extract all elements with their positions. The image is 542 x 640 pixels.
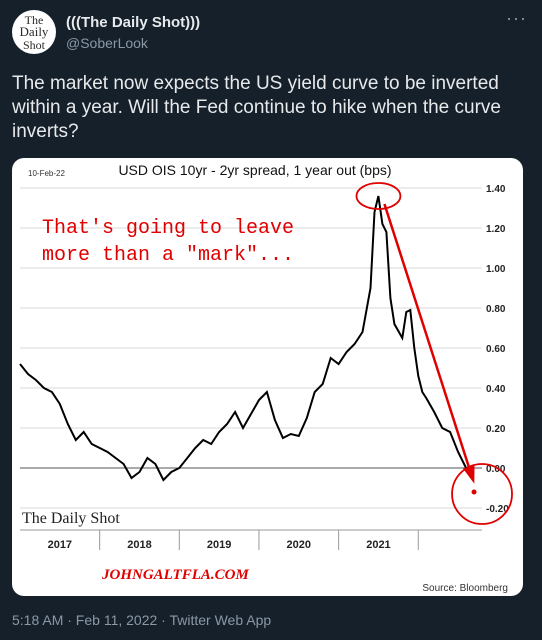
- tweet-text: The market now expects the US yield curv…: [12, 73, 501, 142]
- chart: 1.40 1.20 1.00 0.80 0.60 0.40 0.20 0.00 -0.20 20…: [19, 162, 513, 594]
- source-label: Source: Bloomberg: [422, 583, 508, 594]
- trend-arrow-head: [463, 464, 475, 484]
- avatar-text-line: Daily: [19, 24, 49, 39]
- annotation-line: That's going to leave: [42, 217, 294, 240]
- y-tick-label: 0.80: [486, 304, 506, 315]
- peak-circle: [355, 182, 402, 210]
- x-tick-label: 2019: [207, 539, 231, 551]
- brand-label: The Daily Shot: [22, 510, 120, 527]
- chart-date-label: 10-Feb-22: [28, 169, 65, 178]
- y-tick-label: 0.00: [486, 464, 506, 475]
- avatar-text-line: The: [24, 13, 44, 27]
- x-tick-label: 2018: [127, 539, 151, 551]
- user-handle[interactable]: @SoberLook: [66, 35, 148, 51]
- y-tick-label: -0.20: [486, 504, 509, 515]
- y-tick-label: 1.20: [486, 224, 506, 235]
- x-tick-label: 2020: [287, 539, 311, 551]
- series-line: [19, 195, 467, 482]
- y-tick-label: 1.40: [486, 184, 506, 195]
- avatar-text-line: Shot: [22, 38, 45, 52]
- projected-point: [471, 489, 477, 495]
- tweet-media-image[interactable]: 1.40 1.20 1.00 0.80 0.60 0.40 0.20 0.00 -0.20 20…: [12, 158, 523, 596]
- trend-arrow: [383, 203, 475, 481]
- display-name[interactable]: (((The Daily Shot))): [66, 14, 201, 31]
- x-tick-label: 2017: [48, 539, 72, 551]
- annotation-line: more than a "mark"...: [42, 244, 294, 267]
- y-axis: 1.40 1.20 1.00 0.80 0.60 0.40 0.20 0.00 -0.20: [486, 184, 509, 515]
- y-tick-label: 1.00: [486, 264, 506, 275]
- avatar[interactable]: The Daily Shot: [12, 10, 56, 54]
- y-tick-label: 0.40: [486, 384, 506, 395]
- watermark-text: JOHNGALTFLA.COM: [101, 567, 249, 583]
- tweet-timestamp[interactable]: 5:18 AM · Feb 11, 2022 · Twitter Web App: [12, 612, 272, 628]
- y-tick-label: 0.60: [486, 344, 506, 355]
- x-tick-label: 2021: [366, 539, 390, 551]
- more-options-icon[interactable]: ···: [506, 8, 527, 28]
- end-circle: [451, 463, 513, 525]
- x-axis: 2017 2018 2019 2020 2021: [20, 529, 482, 551]
- chart-title: USD OIS 10yr - 2yr spread, 1 year out (b…: [118, 162, 391, 178]
- y-tick-label: 0.20: [486, 424, 506, 435]
